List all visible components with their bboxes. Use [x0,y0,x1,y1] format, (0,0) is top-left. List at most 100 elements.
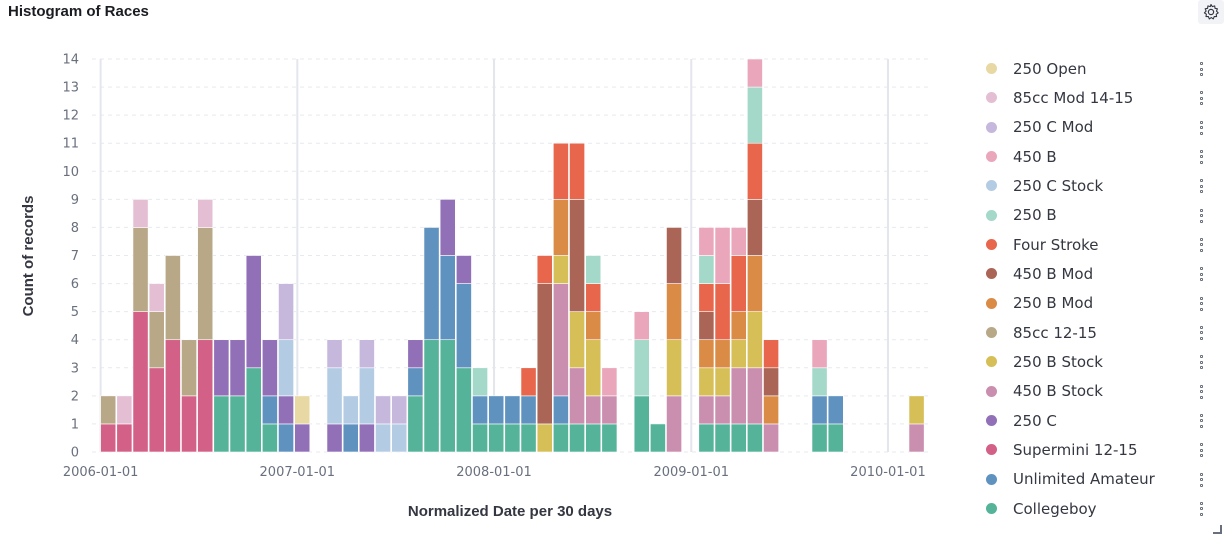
bar-segment[interactable] [197,199,214,228]
bar-segment[interactable] [811,367,828,397]
bar-segment[interactable] [747,142,763,200]
legend-item[interactable]: Supermini 12-15 [984,435,1224,464]
legend-item[interactable]: 450 B Mod [984,259,1224,288]
legend-item[interactable]: 85cc 12-15 [984,318,1224,347]
bar-segment[interactable] [585,283,602,312]
legend-item[interactable]: 250 C [984,406,1224,435]
legend-item[interactable]: 450 B [984,142,1224,171]
bar-segment[interactable] [520,367,537,397]
bar-segment[interactable] [116,423,133,453]
bar-segment[interactable] [407,367,424,397]
legend-item[interactable]: Four Stroke [984,230,1224,259]
bar-segment[interactable] [763,339,779,369]
legend-action-menu-icon[interactable] [1200,267,1204,282]
legend-action-menu-icon[interactable] [1200,296,1204,311]
bar-segment[interactable] [747,367,763,425]
bar-segment[interactable] [439,255,456,341]
bar-segment[interactable] [472,423,488,453]
bar-segment[interactable] [650,423,666,453]
legend-action-menu-icon[interactable] [1200,179,1204,194]
legend-action-menu-icon[interactable] [1200,149,1204,164]
bar-segment[interactable] [811,423,828,453]
bar-segment[interactable] [472,367,488,397]
gear-icon[interactable] [1198,0,1224,24]
legend-item[interactable]: 250 B Stock [984,347,1224,376]
bar-segment[interactable] [294,395,311,425]
legend-item[interactable]: 450 B Stock [984,377,1224,406]
bar-segment[interactable] [213,339,230,397]
bar-segment[interactable] [714,283,731,341]
bar-segment[interactable] [763,367,779,397]
bar-segment[interactable] [601,423,618,453]
resize-handle-icon[interactable] [1213,525,1222,534]
bar-segment[interactable] [714,395,731,425]
bar-segment[interactable] [358,367,375,425]
bar-segment[interactable] [391,395,408,425]
bar-segment[interactable] [714,367,731,397]
bar-segment[interactable] [569,199,585,312]
bar-segment[interactable] [278,339,294,397]
bar-segment[interactable] [698,311,715,341]
bar-segment[interactable] [504,395,521,425]
bar-segment[interactable] [553,423,569,453]
bar-segment[interactable] [456,283,472,369]
bar-segment[interactable] [763,423,779,453]
bar-segment[interactable] [747,255,763,312]
bar-segment[interactable] [261,395,278,425]
bar-segment[interactable] [666,283,682,341]
bar-segment[interactable] [633,395,650,453]
bar-segment[interactable] [488,423,505,453]
bar-segment[interactable] [132,199,149,228]
bar-segment[interactable] [730,311,747,341]
legend-item[interactable]: 250 Open [984,54,1224,83]
bar-segment[interactable] [132,311,149,453]
bar-segment[interactable] [391,423,408,453]
bar-segment[interactable] [666,395,682,453]
bar-segment[interactable] [520,395,537,425]
bar-segment[interactable] [536,423,553,453]
bar-segment[interactable] [633,311,650,341]
bar-segment[interactable] [585,339,602,397]
bar-segment[interactable] [569,311,585,369]
bar-segment[interactable] [747,423,763,453]
bar-segment[interactable] [181,339,197,397]
bar-segment[interactable] [666,339,682,397]
bar-segment[interactable] [229,339,246,397]
legend-item[interactable]: 85cc Mod 14-15 [984,83,1224,112]
bar-segment[interactable] [553,199,569,256]
legend-item[interactable]: Collegeboy [984,494,1224,523]
bar-segment[interactable] [164,255,181,341]
bar-segment[interactable] [116,395,133,425]
bar-segment[interactable] [536,283,553,425]
bar-segment[interactable] [342,395,359,425]
legend-action-menu-icon[interactable] [1200,237,1204,252]
bar-segment[interactable] [164,339,181,453]
bar-segment[interactable] [100,395,117,425]
bar-segment[interactable] [294,423,311,453]
legend-item[interactable]: Unlimited Amateur [984,465,1224,494]
bar-segment[interactable] [326,367,343,425]
legend-action-menu-icon[interactable] [1200,208,1204,223]
bar-segment[interactable] [730,255,747,312]
bar-segment[interactable] [585,423,602,453]
bar-segment[interactable] [730,339,747,369]
bar-segment[interactable] [747,311,763,369]
legend-item[interactable]: 250 B [984,201,1224,230]
bar-segment[interactable] [908,395,925,425]
bar-segment[interactable] [698,283,715,312]
bar-segment[interactable] [261,339,278,397]
bar-segment[interactable] [197,339,214,453]
bar-segment[interactable] [423,227,440,341]
bar-segment[interactable] [148,311,165,369]
legend-action-menu-icon[interactable] [1200,443,1204,458]
bar-segment[interactable] [698,339,715,369]
bar-segment[interactable] [827,423,844,453]
bar-segment[interactable] [698,227,715,256]
bar-segment[interactable] [407,339,424,369]
bar-segment[interactable] [456,367,472,453]
bar-segment[interactable] [714,339,731,369]
bar-segment[interactable] [569,423,585,453]
bar-segment[interactable] [827,395,844,425]
bar-segment[interactable] [730,227,747,256]
bar-segment[interactable] [148,367,165,453]
